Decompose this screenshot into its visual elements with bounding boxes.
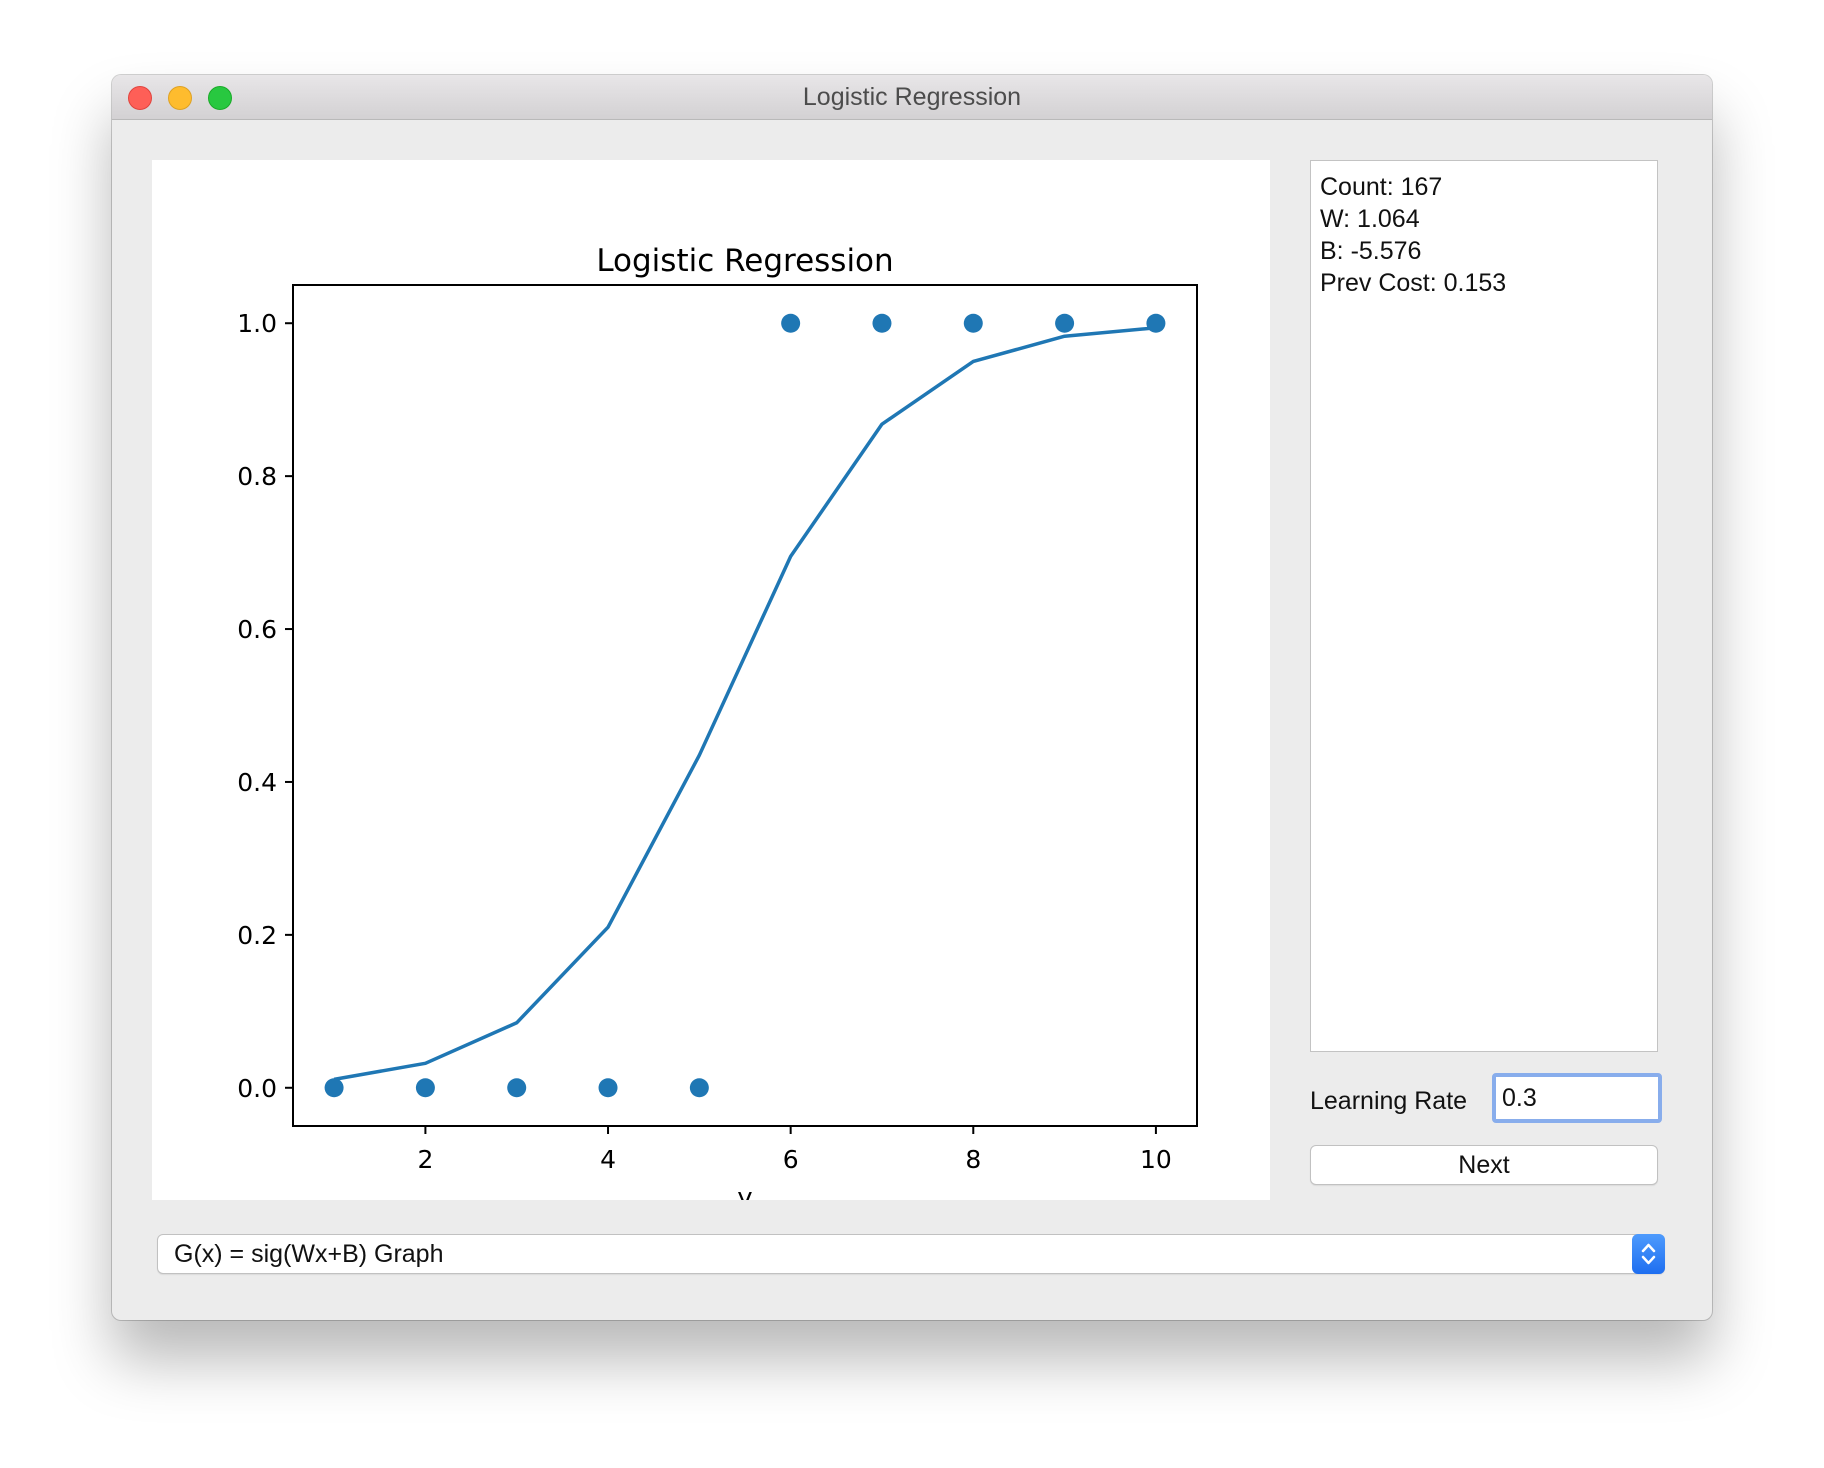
sigmoid-fit-line [333, 326, 1157, 1082]
y-tick-label: 0.0 [237, 1074, 277, 1103]
plot-panel: Logistic Regression 2 4 6 8 10 0.0 0.2 0.4 0.6 0.… [152, 160, 1270, 1213]
graph-select-value: G(x) = sig(Wx+B) Graph [174, 1240, 444, 1268]
data-point [598, 1078, 618, 1098]
learning-rate-label: Learning Rate [1310, 1087, 1468, 1115]
x-tick-label: 2 [417, 1145, 433, 1174]
weight-text: W: 1.064 [1320, 205, 1420, 233]
axis-ticks: 2 4 6 8 10 0.0 0.2 0.4 0.6 0.8 1.0 [237, 309, 1172, 1174]
next-button[interactable]: Next [1310, 1145, 1658, 1185]
data-point [415, 1078, 435, 1098]
count-text: Count: 167 [1320, 173, 1443, 201]
data-point [963, 313, 983, 333]
learning-rate-input[interactable] [1492, 1073, 1662, 1123]
logistic-regression-chart: Logistic Regression 2 4 6 8 10 0.0 0.2 0.4 0.6 0.… [237, 243, 1198, 1213]
info-panel: Count: 167 W: 1.064 B: -5.576 Prev Cost:… [1310, 160, 1658, 1052]
y-tick-label: 0.8 [237, 462, 277, 491]
app-window: Logistic Regression Logistic Regression … [112, 75, 1712, 1320]
data-point [872, 313, 892, 333]
chart-title: Logistic Regression [596, 243, 893, 279]
data-point [324, 1078, 344, 1098]
y-tick-label: 0.4 [237, 768, 277, 797]
y-tick-label: 1.0 [237, 309, 277, 338]
axes-frame [292, 284, 1198, 1127]
minimize-window-button[interactable] [168, 86, 192, 110]
data-point [507, 1078, 527, 1098]
scatter-points [324, 313, 1166, 1098]
data-point [1055, 313, 1075, 333]
zoom-window-button[interactable] [208, 86, 232, 110]
y-tick-label: 0.6 [237, 615, 277, 644]
data-point [1146, 313, 1166, 333]
y-tick-label: 0.2 [237, 921, 277, 950]
x-tick-label: 10 [1140, 1145, 1172, 1174]
close-window-button[interactable] [128, 86, 152, 110]
title-bar: Logistic Regression [112, 75, 1712, 120]
window-title: Logistic Regression [802, 83, 1022, 111]
select-arrows-icon [1632, 1234, 1665, 1274]
graph-select[interactable]: G(x) = sig(Wx+B) Graph [157, 1234, 1665, 1274]
x-axis-label: y [737, 1183, 752, 1200]
bias-text: B: -5.576 [1320, 237, 1422, 265]
x-tick-label: 4 [600, 1145, 616, 1174]
x-tick-label: 8 [965, 1145, 981, 1174]
fit-line-layer [333, 326, 1157, 1082]
x-tick-label: 6 [783, 1145, 799, 1174]
data-point [689, 1078, 709, 1098]
data-point [781, 313, 801, 333]
prev-cost-text: Prev Cost: 0.153 [1320, 269, 1507, 297]
